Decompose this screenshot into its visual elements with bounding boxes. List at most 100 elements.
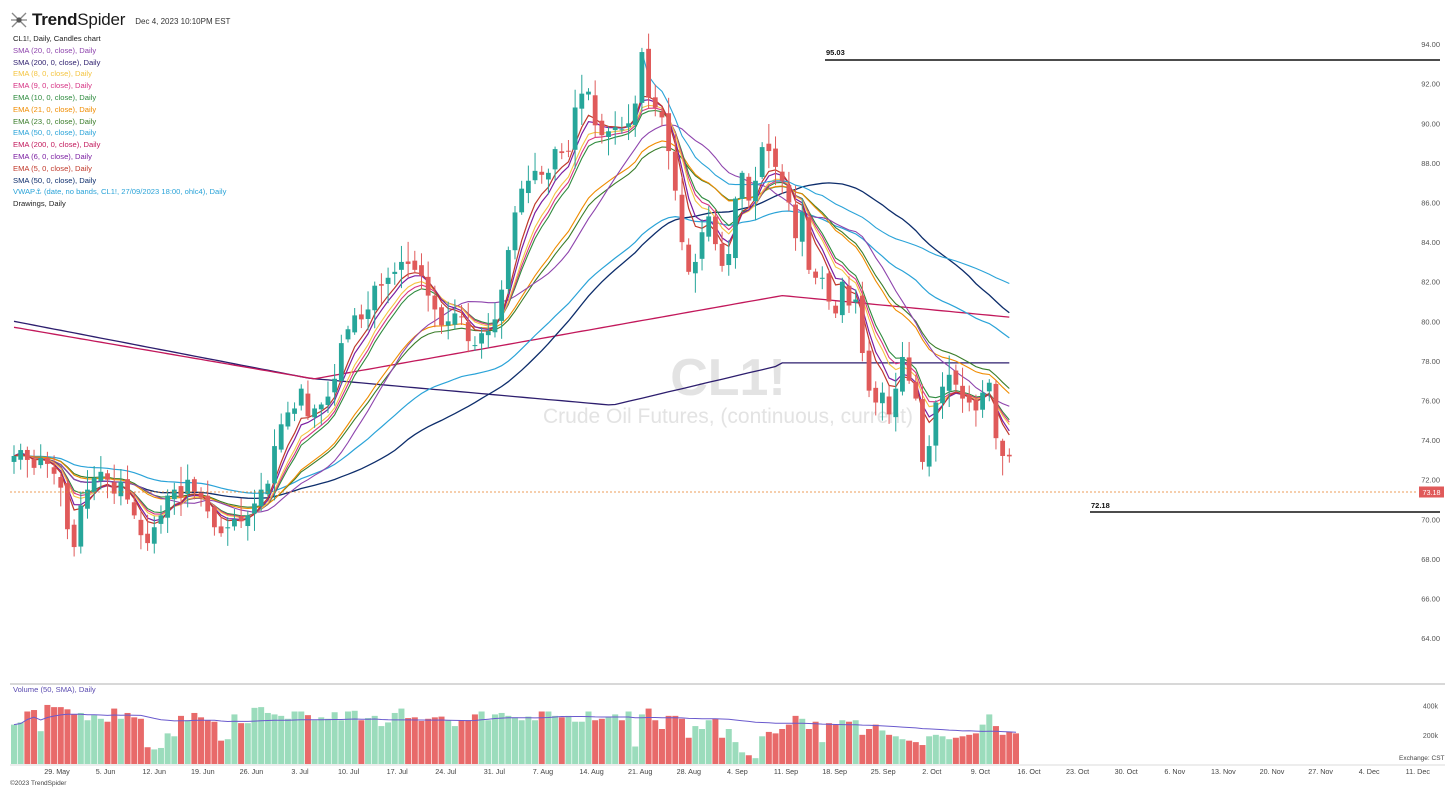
- legend-indicator[interactable]: EMA (23, 0, close), Daily: [13, 116, 97, 126]
- symbol-line[interactable]: CL1!, Daily, Candles chart: [13, 34, 101, 43]
- volume-bar: [558, 717, 565, 764]
- volume-bar: [732, 742, 739, 764]
- candle: [619, 116, 625, 134]
- volume-bar: [478, 711, 485, 764]
- candle-body: [706, 216, 712, 237]
- legend-indicator[interactable]: Drawings, Daily: [13, 199, 66, 209]
- volume-bar: [291, 711, 298, 764]
- candle: [232, 509, 237, 531]
- volume-bar: [485, 720, 492, 764]
- volume-bar: [759, 736, 766, 764]
- volume-bar: [311, 720, 318, 764]
- candle: [419, 253, 424, 290]
- volume-bar: [805, 729, 812, 764]
- legend-indicator[interactable]: SMA (20, 0, close), Daily: [13, 45, 97, 55]
- x-tick-label: 29. May: [44, 767, 70, 776]
- legend-indicator[interactable]: EMA (50, 0, close), Daily: [13, 128, 97, 138]
- volume-bar: [545, 711, 552, 764]
- x-tick-label: 31. Jul: [484, 767, 506, 776]
- candle-body: [65, 483, 70, 530]
- candle: [746, 173, 752, 208]
- candle-body: [813, 271, 818, 278]
- copyright-text: ©2023 TrendSpider: [10, 780, 67, 787]
- candle: [358, 304, 364, 329]
- candle-body: [906, 357, 912, 381]
- legend-indicator[interactable]: SMA (200, 0, close), Daily: [13, 57, 101, 67]
- sma-200-line: [13, 320, 1010, 406]
- volume-bar: [739, 752, 746, 764]
- legend-indicator[interactable]: EMA (8, 0, close), Daily: [13, 69, 92, 79]
- x-tick-label: 4. Dec: [1359, 767, 1380, 776]
- volume-bar: [218, 740, 225, 764]
- candle-body: [252, 503, 257, 514]
- candle-body: [799, 212, 805, 242]
- candle-body: [392, 271, 398, 274]
- candle: [165, 489, 171, 533]
- volume-tick-label: 400k: [1423, 704, 1439, 711]
- volume-bar: [799, 718, 806, 764]
- candle-body: [512, 212, 518, 251]
- legend-indicator[interactable]: EMA (21, 0, close), Daily: [13, 104, 97, 114]
- candle-body: [138, 519, 144, 536]
- candle: [806, 210, 812, 275]
- legend-indicator[interactable]: EMA (5, 0, close), Daily: [13, 163, 92, 173]
- legend-indicator[interactable]: EMA (6, 0, close), Daily: [13, 151, 92, 161]
- candle-body: [98, 471, 104, 482]
- candle-body: [1000, 440, 1006, 456]
- legend-indicator[interactable]: EMA (9, 0, close), Daily: [13, 81, 92, 91]
- legend-indicator[interactable]: EMA (200, 0, close), Daily: [13, 140, 101, 150]
- candle-body: [766, 143, 772, 152]
- candle-body: [365, 309, 371, 319]
- volume-bar: [645, 708, 652, 764]
- candle: [926, 435, 932, 477]
- candle: [58, 474, 64, 507]
- volume-bar: [191, 712, 198, 764]
- candle: [445, 301, 451, 340]
- volume-bar: [365, 718, 372, 764]
- candle-body: [105, 473, 110, 480]
- candle: [105, 469, 110, 499]
- x-tick-label: 3. Jul: [291, 767, 309, 776]
- volume-bar: [532, 720, 539, 764]
- candle: [906, 341, 912, 384]
- volume-bar: [605, 717, 612, 764]
- candle-body: [672, 151, 678, 191]
- candle: [753, 166, 758, 221]
- x-tick-label: 18. Sep: [822, 767, 847, 776]
- candle-body: [499, 289, 505, 321]
- candle-body: [552, 149, 558, 170]
- volume-bar: [598, 718, 605, 764]
- volume-legend-label[interactable]: Volume (50, SMA), Daily: [13, 685, 96, 694]
- candle: [686, 238, 692, 275]
- candle-body: [626, 123, 631, 128]
- candle: [692, 253, 698, 293]
- legend-indicator[interactable]: SMA (50, 0, close), Daily: [13, 175, 97, 185]
- candle-body: [666, 113, 672, 152]
- candle-body: [619, 129, 625, 131]
- candle-body: [332, 378, 338, 393]
- volume-bar: [505, 715, 512, 764]
- candle-body: [145, 533, 150, 544]
- candle-body: [739, 172, 745, 199]
- candle-body: [272, 446, 277, 484]
- candle: [726, 240, 732, 276]
- volume-bar: [117, 718, 124, 764]
- volume-bar: [345, 711, 351, 764]
- legend-indicator[interactable]: VWAP⚓ (date, no bands, CL1!, 27/09/2023 …: [13, 187, 227, 197]
- candle: [866, 340, 872, 398]
- candle-body: [886, 396, 892, 415]
- candle: [352, 308, 358, 335]
- candle-body: [191, 479, 197, 492]
- volume-bar: [872, 724, 879, 764]
- legend-indicator[interactable]: EMA (10, 0, close), Daily: [13, 92, 97, 102]
- volume-bar: [692, 726, 699, 764]
- candle-body: [171, 489, 177, 500]
- volume-bar: [578, 721, 585, 764]
- candle-body: [559, 151, 565, 154]
- candle: [298, 384, 304, 411]
- candle-body: [846, 285, 852, 306]
- chart-timestamp: Dec 4, 2023 10:10PM EST: [135, 16, 231, 26]
- candle-body: [866, 350, 872, 391]
- candle-body: [652, 97, 658, 108]
